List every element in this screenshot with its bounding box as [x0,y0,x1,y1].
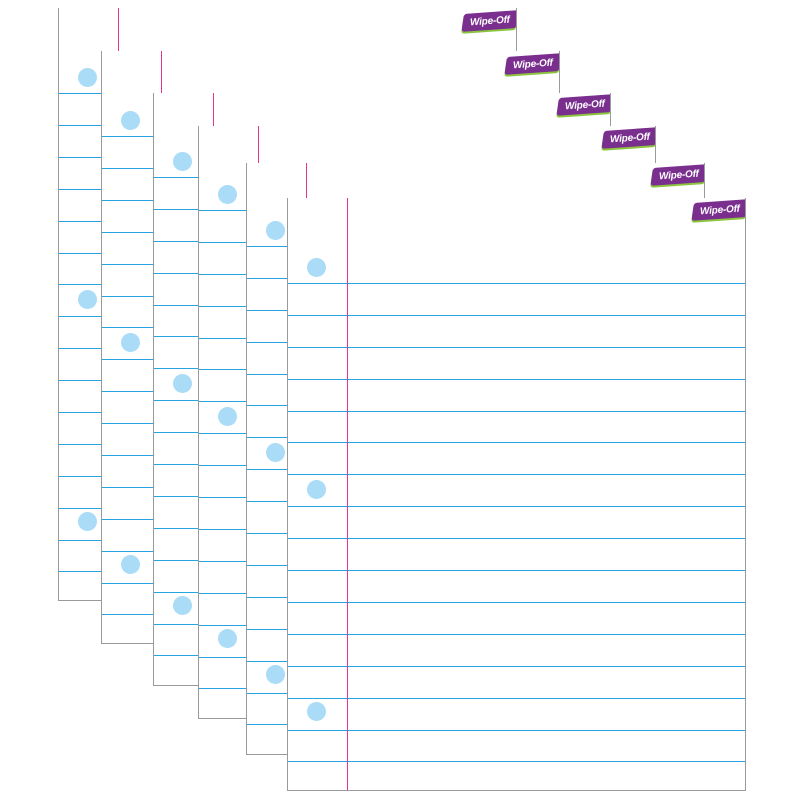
ruled-line [288,315,745,316]
ruled-line [288,602,745,603]
ruled-line [288,474,745,475]
ruled-line [288,666,745,667]
binder-hole-icon [307,258,326,277]
lined-chart-sheet: Wipe-Off [287,198,746,791]
ruled-line [288,411,745,412]
binder-hole-icon [121,333,140,352]
binder-hole-icon [78,290,97,309]
ruled-line [288,283,745,284]
ruled-line [288,570,745,571]
binder-hole-icon [266,665,285,684]
ruled-line [288,698,745,699]
margin-line [347,198,348,790]
wipe-off-logo-text: Wipe-Off [512,57,554,71]
binder-hole-icon [121,111,140,130]
ruled-line [288,634,745,635]
ruled-line [288,379,745,380]
ruled-line [288,538,745,539]
binder-hole-icon [78,68,97,87]
binder-hole-icon [307,702,326,721]
ruled-line [288,730,745,731]
wipe-off-logo: Wipe-Off [650,164,704,186]
binder-hole-icon [218,185,237,204]
wipe-off-logo: Wipe-Off [504,53,559,75]
ruled-line [288,347,745,348]
binder-hole-icon [218,407,237,426]
binder-hole-icon [173,374,192,393]
wipe-off-logo-text: Wipe-Off [609,131,651,145]
wipe-off-logo: Wipe-Off [691,199,745,221]
binder-hole-icon [173,596,192,615]
ruled-line [288,506,745,507]
ruled-line [288,761,745,762]
binder-hole-icon [78,512,97,531]
wipe-off-logo: Wipe-Off [556,94,610,116]
binder-hole-icon [307,480,326,499]
wipe-off-logo-text: Wipe-Off [469,14,511,28]
ruled-line [288,442,745,443]
binder-hole-icon [121,555,140,574]
wipe-off-logo-text: Wipe-Off [699,203,741,217]
binder-hole-icon [266,443,285,462]
wipe-off-logo: Wipe-Off [461,10,516,32]
wipe-off-logo-text: Wipe-Off [564,98,606,112]
binder-hole-icon [218,629,237,648]
binder-hole-icon [173,152,192,171]
binder-hole-icon [266,221,285,240]
wipe-off-logo-text: Wipe-Off [658,168,700,182]
wipe-off-logo: Wipe-Off [601,127,655,149]
